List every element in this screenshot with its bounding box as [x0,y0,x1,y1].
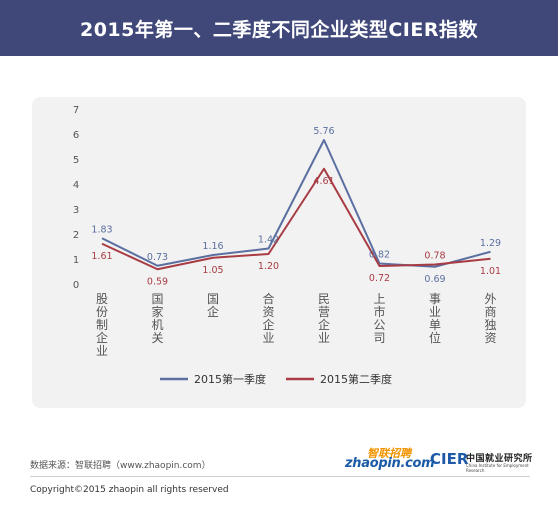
data-label: 1.01 [480,266,501,277]
x-tick-label: 上市公司 [373,292,385,345]
data-label: 0.73 [147,252,168,263]
series-line-2 [101,167,491,271]
copyright-text: Copyright©2015 zhaopin all rights reserv… [30,485,229,495]
data-label: 1.61 [91,251,112,262]
data-label: 1.42 [258,235,279,246]
x-tick-label: 国企 [207,292,219,319]
data-label: 0.59 [147,276,168,287]
data-label: 1.05 [202,265,223,276]
zhaopin-logo: 智联招聘 zhaopin.com [345,445,435,471]
data-label: 0.78 [424,251,445,262]
cier-logo-name: 中国就业研究所 [466,454,533,464]
footer-divider [30,476,530,477]
data-label: 1.29 [480,238,501,249]
cier-logo-mark: CIER [430,450,469,468]
data-label: 1.20 [258,261,279,272]
cier-logo: CIER 中国就业研究所 China Institute for Employm… [430,450,540,473]
data-label: 0.69 [424,274,445,285]
y-tick-label: 0 [73,280,79,291]
data-label: 5.76 [313,126,334,137]
series-line-1 [101,139,491,268]
x-tick-label: 国家机关 [151,292,163,345]
y-tick-label: 2 [73,230,79,241]
y-tick-label: 5 [73,155,79,166]
chart-card: 0 1 2 3 4 5 6 7 股份制企业 国家机关 国企 合资企业 民营企业 上市公司 事业单位 外商独资 1… [32,97,526,408]
cier-logo-sub: China Institute for Employment Research [466,463,529,473]
data-source: 数据来源：智联招聘（www.zhaopin.com） [30,461,211,471]
y-tick-label: 6 [73,130,79,141]
page-title: 2015年第一、二季度不同企业类型CIER指数 [79,18,478,41]
zhaopin-logo-en: zhaopin.com [345,456,435,471]
x-tick-label: 合资企业 [262,291,274,345]
x-tick-label: 外商独资 [484,292,496,345]
data-label: 1.16 [202,241,223,252]
y-tick-label: 7 [73,105,79,116]
legend-label-1: 2015第一季度 [194,372,266,386]
x-tick-label: 民营企业 [318,292,330,345]
data-label: 1.83 [91,224,112,235]
y-tick-label: 4 [73,180,79,191]
x-tick-label: 股份制企业 [96,292,108,358]
title-bar: 2015年第一、二季度不同企业类型CIER指数 [0,0,558,56]
line-chart: 0 1 2 3 4 5 6 7 股份制企业 国家机关 国企 合资企业 民营企业 上市公司 事业单位 外商独资 1… [73,105,501,386]
data-label: 4.61 [313,176,334,187]
legend-label-2: 2015第二季度 [320,372,392,386]
x-tick-label: 事业单位 [429,292,441,345]
y-tick-label: 3 [73,205,79,216]
data-label: 0.82 [369,250,390,261]
zhaopin-logo-cn: 智联招聘 [367,447,411,460]
y-tick-label: 1 [73,255,79,266]
data-label: 0.72 [369,273,390,284]
